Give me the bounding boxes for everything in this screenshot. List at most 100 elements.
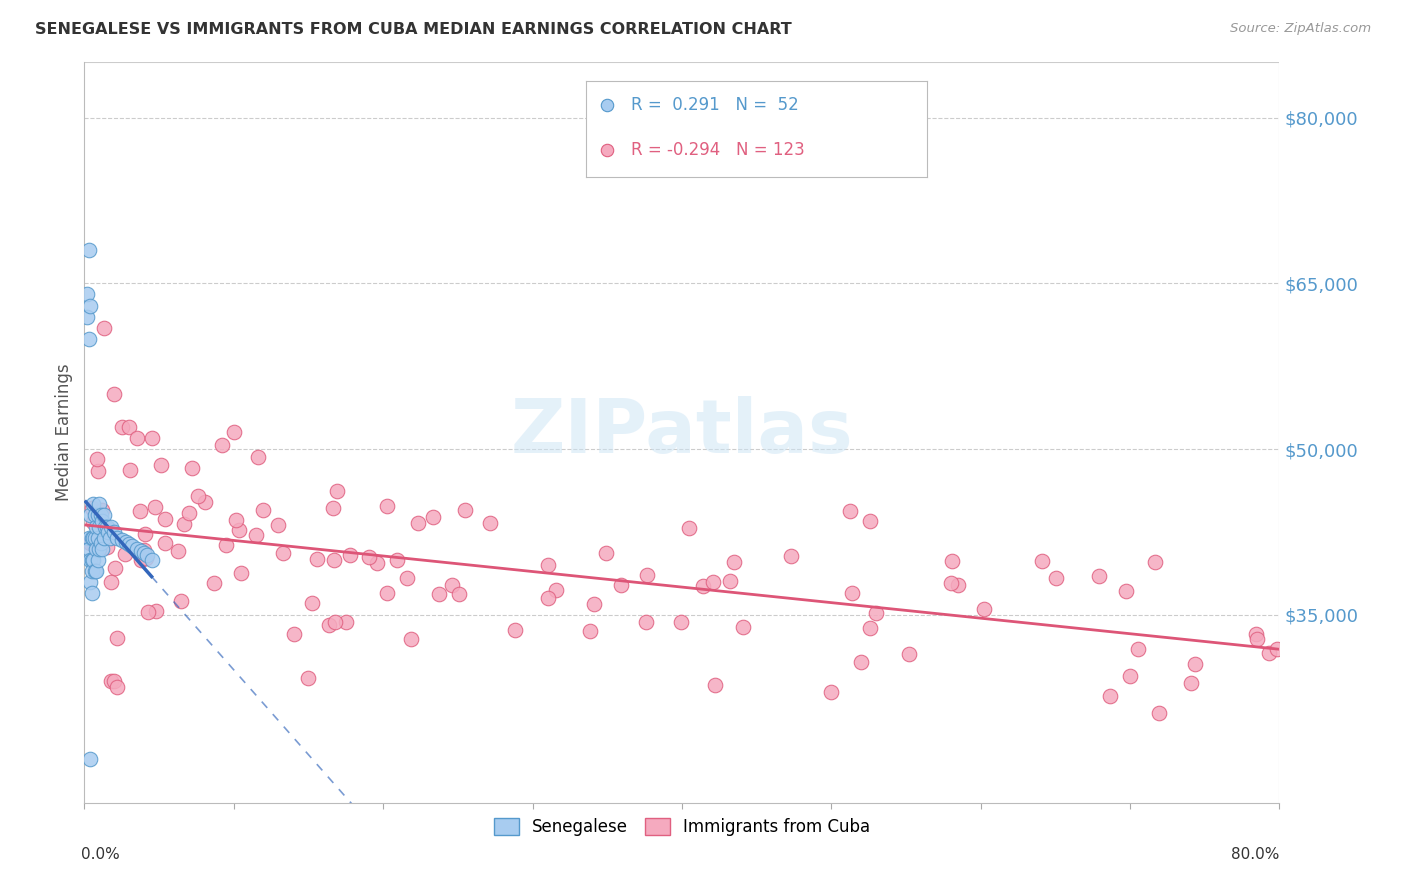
Point — [90, 508, 112, 523]
Point — [395, 571, 418, 585]
Point — [79, 574, 101, 589]
Point — [375, 586, 398, 600]
Point — [222, 425, 245, 440]
Point — [859, 514, 882, 528]
Point — [80, 501, 103, 516]
Point — [111, 533, 134, 547]
Point — [214, 538, 236, 552]
Point — [503, 623, 526, 637]
Point — [1184, 657, 1206, 671]
Point — [87, 531, 110, 545]
Point — [865, 607, 887, 621]
Point — [366, 556, 388, 570]
Point — [141, 552, 163, 566]
Y-axis label: Median Earnings: Median Earnings — [55, 364, 73, 501]
Point — [82, 498, 104, 512]
Point — [136, 605, 159, 619]
Point — [82, 531, 104, 545]
Point — [357, 549, 380, 564]
Point — [733, 620, 755, 634]
Point — [80, 552, 103, 566]
Point — [173, 516, 195, 531]
Point — [86, 464, 108, 478]
Point — [86, 564, 108, 578]
Point — [187, 489, 209, 503]
Point — [546, 582, 568, 597]
Point — [89, 519, 111, 533]
Point — [447, 587, 470, 601]
Point — [103, 674, 125, 689]
Point — [91, 514, 114, 528]
Point — [408, 516, 430, 530]
Point — [94, 519, 117, 533]
Point — [202, 576, 225, 591]
Point — [246, 450, 269, 464]
Point — [453, 503, 475, 517]
Point — [150, 458, 173, 472]
Point — [1149, 706, 1171, 720]
Point — [170, 594, 193, 608]
Point — [322, 501, 344, 516]
Point — [155, 536, 177, 550]
Point — [86, 541, 108, 556]
Point — [252, 503, 274, 517]
Point — [422, 509, 444, 524]
Point — [245, 528, 267, 542]
Point — [111, 420, 134, 434]
Point — [103, 524, 125, 539]
Point — [181, 461, 204, 475]
Point — [692, 579, 714, 593]
Point — [115, 535, 138, 549]
Point — [177, 506, 200, 520]
Point — [136, 549, 159, 563]
Point — [77, 541, 100, 556]
Point — [339, 549, 361, 563]
Point — [335, 615, 357, 630]
Point — [702, 574, 724, 589]
Point — [90, 536, 112, 550]
Point — [132, 542, 155, 557]
Point — [77, 531, 100, 545]
Point — [1088, 569, 1111, 583]
Point — [704, 677, 727, 691]
Point — [105, 680, 128, 694]
Point — [609, 578, 631, 592]
Point — [385, 552, 408, 566]
Point — [167, 544, 190, 558]
Point — [859, 621, 882, 635]
Point — [323, 615, 346, 630]
Point — [100, 674, 122, 689]
Text: ZIPatlas: ZIPatlas — [510, 396, 853, 469]
Point — [125, 541, 148, 556]
Text: Source: ZipAtlas.com: Source: ZipAtlas.com — [1230, 22, 1371, 36]
Point — [537, 591, 560, 606]
Point — [120, 463, 142, 477]
Point — [1257, 647, 1279, 661]
Point — [77, 332, 100, 346]
Point — [82, 552, 104, 566]
Point — [322, 553, 344, 567]
Point — [76, 310, 98, 324]
Point — [1244, 627, 1267, 641]
Point — [271, 546, 294, 560]
Point — [718, 574, 741, 588]
Point — [325, 484, 347, 499]
Point — [93, 320, 115, 334]
Point — [145, 604, 167, 618]
Point — [211, 438, 233, 452]
Point — [305, 551, 328, 566]
Point — [1031, 554, 1053, 568]
Point — [86, 451, 108, 466]
Point — [128, 504, 150, 518]
Point — [636, 615, 658, 629]
Point — [79, 552, 101, 566]
Point — [429, 587, 451, 601]
Point — [83, 564, 105, 578]
Point — [941, 576, 963, 591]
Point — [132, 546, 156, 560]
Point — [1143, 555, 1166, 569]
Point — [399, 632, 422, 646]
Point — [1180, 676, 1202, 690]
Point — [82, 515, 104, 529]
Point — [141, 431, 163, 445]
